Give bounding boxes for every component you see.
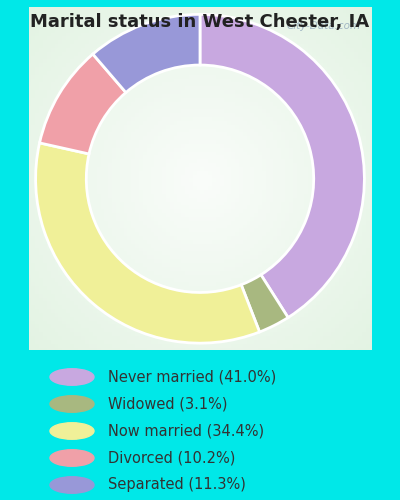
Wedge shape [36, 143, 260, 343]
Circle shape [50, 423, 94, 440]
Wedge shape [241, 275, 288, 332]
Text: Marital status in West Chester, IA: Marital status in West Chester, IA [30, 12, 370, 30]
Circle shape [50, 396, 94, 412]
Text: City-Data.com: City-Data.com [287, 21, 361, 31]
Circle shape [50, 477, 94, 493]
Wedge shape [40, 54, 126, 154]
Text: Never married (41.0%): Never married (41.0%) [108, 370, 276, 384]
Wedge shape [200, 14, 364, 318]
Text: Separated (11.3%): Separated (11.3%) [108, 478, 246, 492]
Text: Widowed (3.1%): Widowed (3.1%) [108, 396, 228, 411]
Circle shape [50, 369, 94, 385]
Text: Now married (34.4%): Now married (34.4%) [108, 424, 264, 438]
Wedge shape [93, 14, 200, 92]
Circle shape [50, 450, 94, 466]
Text: Divorced (10.2%): Divorced (10.2%) [108, 450, 235, 466]
